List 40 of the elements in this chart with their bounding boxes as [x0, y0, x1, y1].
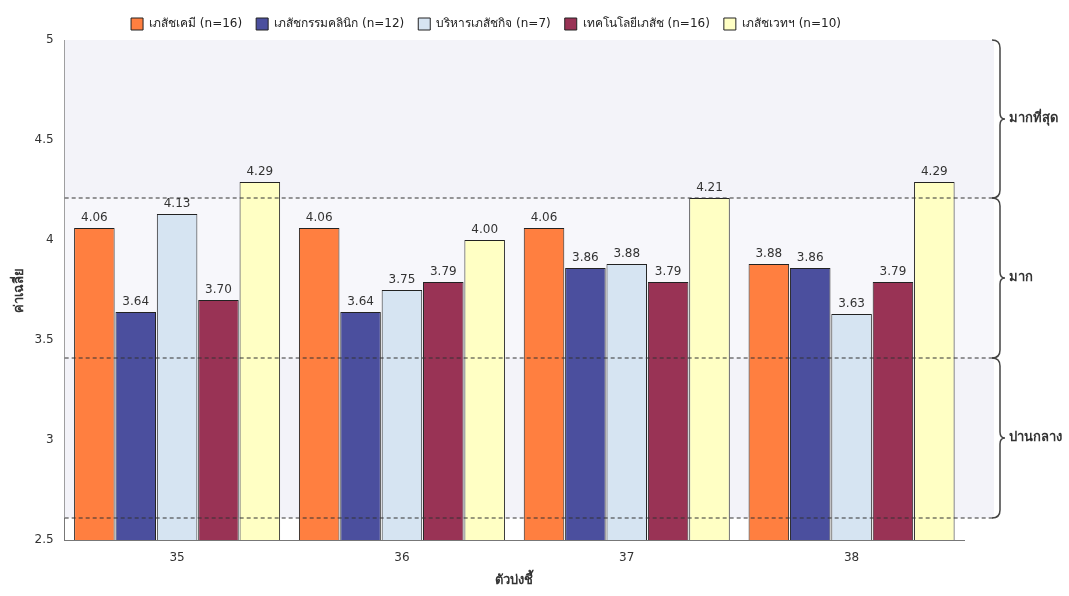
x-tick-label: 36	[394, 550, 410, 565]
y-tick-label: 3	[46, 432, 54, 447]
y-tick-label: 4.5	[34, 132, 54, 147]
band-label: มาก	[1009, 269, 1033, 285]
data-label: 4.00	[471, 222, 499, 237]
x-tick-label: 37	[619, 550, 635, 565]
data-label: 3.70	[205, 282, 232, 297]
legend-label: บริหารเภสัชกิจ (n=7)	[436, 16, 551, 31]
legend-label: เภสัชเวทฯ (n=10)	[741, 16, 841, 31]
legend-label: เภสัชเคมี (n=16)	[149, 16, 243, 31]
data-label: 4.29	[246, 164, 274, 179]
data-label: 3.79	[429, 264, 457, 279]
data-label: 3.88	[755, 246, 783, 261]
data-label: 3.88	[613, 246, 641, 261]
data-label: 3.86	[572, 250, 599, 265]
data-label: 4.06	[530, 210, 558, 225]
legend-label: เทคโนโลยีเภสัช (n=16)	[582, 16, 710, 31]
data-label: 4.29	[920, 164, 948, 179]
data-label: 3.64	[347, 294, 374, 309]
y-tick-label: 2.5	[34, 532, 54, 547]
x-tick-label: 38	[843, 550, 860, 565]
data-label: 4.06	[305, 210, 333, 225]
data-label: 3.75	[388, 272, 416, 287]
y-tick-label: 4	[46, 232, 54, 247]
data-label: 3.63	[838, 296, 865, 311]
data-label: 3.79	[654, 264, 682, 279]
data-label: 4.06	[81, 210, 108, 225]
y-axis-title: ค่าเฉลี่ย	[9, 267, 27, 313]
data-label: 3.86	[796, 250, 824, 265]
legend-label: เภสัชกรรมคลินิก (n=12)	[274, 16, 405, 31]
data-label: 4.13	[163, 196, 191, 211]
band-label: มากที่สุด	[1009, 108, 1058, 127]
data-label: 3.79	[879, 264, 907, 279]
x-axis-title: ตัวบ่งชี้	[495, 568, 535, 587]
data-label: 3.64	[122, 294, 150, 309]
x-tick-label: 35	[169, 550, 185, 565]
data-label: 4.21	[696, 180, 723, 195]
y-tick-label: 5	[46, 32, 54, 47]
band-label: ปานกลาง	[1009, 429, 1062, 445]
y-tick-label: 3.5	[34, 332, 54, 347]
